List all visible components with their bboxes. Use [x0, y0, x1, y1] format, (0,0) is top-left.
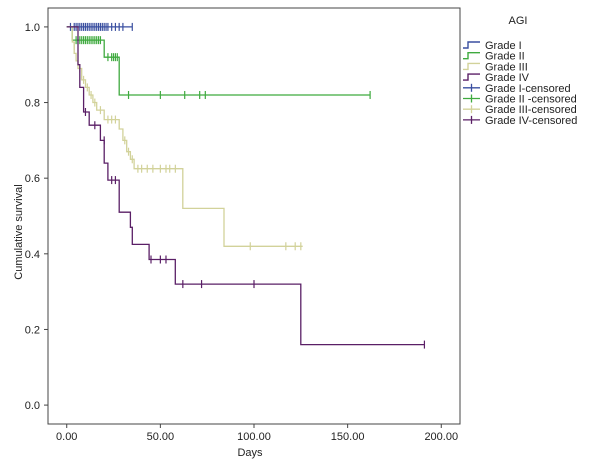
series-grade-ii: [66, 26, 371, 99]
series-grade-iii: [66, 26, 303, 251]
plot-series: [66, 22, 426, 349]
y-tick-label: 0.0: [25, 400, 40, 412]
y-tick-label: 0.4: [25, 249, 40, 261]
legend-label: Grade III-censored: [485, 104, 577, 116]
y-axis-label: Cumulative survival: [13, 184, 25, 279]
legend-label: Grade IV-censored: [485, 115, 577, 127]
x-tick-label: 100.00: [237, 431, 271, 443]
legend-line-swatch: [463, 62, 480, 71]
legend-line-swatch: [463, 52, 480, 60]
series-grade-iv: [66, 26, 426, 349]
legend-title: AGI: [509, 15, 528, 27]
survival-curve-grade-iv: [66, 26, 425, 346]
legend-item: Grade I-censored: [463, 83, 571, 95]
legend-label: Grade III: [485, 61, 528, 73]
survival-curve-grade-iii: [66, 26, 303, 247]
y-tick-label: 1.0: [25, 22, 40, 34]
x-axis-label: Days: [237, 447, 263, 459]
legend-item: Grade I: [463, 40, 522, 52]
y-tick-label: 0.2: [25, 324, 40, 336]
axes: 0.00 50.00 100.00 150.00 200.00 0.0 0.2 0.4 0.6 0…: [25, 7, 461, 443]
x-tick-label: 150.00: [331, 431, 365, 443]
legend-label: Grade I-censored: [485, 83, 571, 95]
x-tick-label: 200.00: [424, 431, 458, 443]
legend-item: Grade IV-censored: [463, 115, 577, 127]
legend-label: Grade II -censored: [485, 94, 577, 106]
legend-item: Grade III-censored: [463, 104, 577, 116]
x-tick-label: 0.00: [56, 431, 77, 443]
legend-label: Grade II: [485, 51, 525, 63]
legend-label: Grade IV: [485, 72, 530, 84]
legend-label: Grade I: [485, 40, 522, 52]
legend-line-swatch: [463, 41, 480, 49]
legend-item: Grade II -censored: [463, 94, 577, 106]
legend-item: Grade II: [463, 51, 525, 63]
legend-line-swatch: [463, 73, 480, 81]
x-tick-label: 50.00: [147, 431, 175, 443]
legend-item: Grade III: [463, 61, 528, 73]
y-tick-label: 0.6: [25, 173, 40, 185]
y-tick-label: 0.8: [25, 98, 40, 110]
legend-item: Grade IV: [463, 72, 530, 84]
plot-frame: [47, 7, 461, 425]
